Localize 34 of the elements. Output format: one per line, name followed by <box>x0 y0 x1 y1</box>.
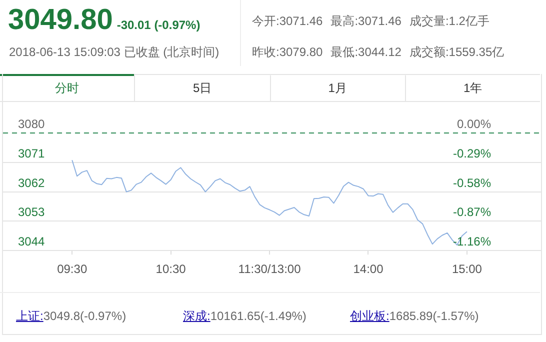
text: 最低:3044.12 <box>330 45 402 59</box>
x-tick-label: 10:30 <box>156 262 186 276</box>
text: 2018-06-13 15:09:03 已收盘 (北京时间) <box>9 44 220 61</box>
y-tick-label: 3053 <box>18 205 46 220</box>
text: 1685.89(-1.57%) <box>389 309 479 323</box>
y2-tick-label: -0.87% <box>452 205 492 220</box>
text: 今开:3071.46 <box>252 14 323 28</box>
text: 上证: <box>16 309 44 323</box>
y-tick-label: 3062 <box>18 176 46 190</box>
x-tick-label: 14:00 <box>353 262 384 276</box>
x-tick-label: 15:00 <box>452 262 482 276</box>
text: 创业板: <box>350 309 390 323</box>
text: 成交额:1559.35亿 <box>409 45 504 59</box>
y-tick-label: 3080 <box>18 117 46 131</box>
y2-tick-label: -1.16% <box>452 234 492 249</box>
text: 深成: <box>183 309 210 323</box>
text: 1月 <box>270 74 405 101</box>
chart-title: 3049.80 <box>8 4 113 36</box>
text: 1年 <box>404 74 540 101</box>
y2-tick-label: -0.29% <box>452 146 492 160</box>
text: 成交量:1.2亿手 <box>409 14 490 28</box>
text: 10161.65(-1.49%) <box>210 309 306 323</box>
y2-tick-label: 0.00% <box>456 117 492 131</box>
text: 最高:3071.46 <box>330 14 402 28</box>
text: 5日 <box>134 74 270 101</box>
x-tick-label: 11:30/13:00 <box>238 262 302 276</box>
y-tick-label: 3071 <box>18 146 46 160</box>
y-tick-label: 3044 <box>18 234 46 249</box>
text: 分时 <box>0 74 134 101</box>
y2-tick-label: -0.58% <box>452 176 492 190</box>
text: 昨收:3079.80 <box>252 45 323 59</box>
chart-subtitle: -30.01 (-0.97%) <box>116 18 200 32</box>
x-tick-label: 09:30 <box>57 262 88 276</box>
text: 3049.8(-0.97%) <box>43 309 126 323</box>
